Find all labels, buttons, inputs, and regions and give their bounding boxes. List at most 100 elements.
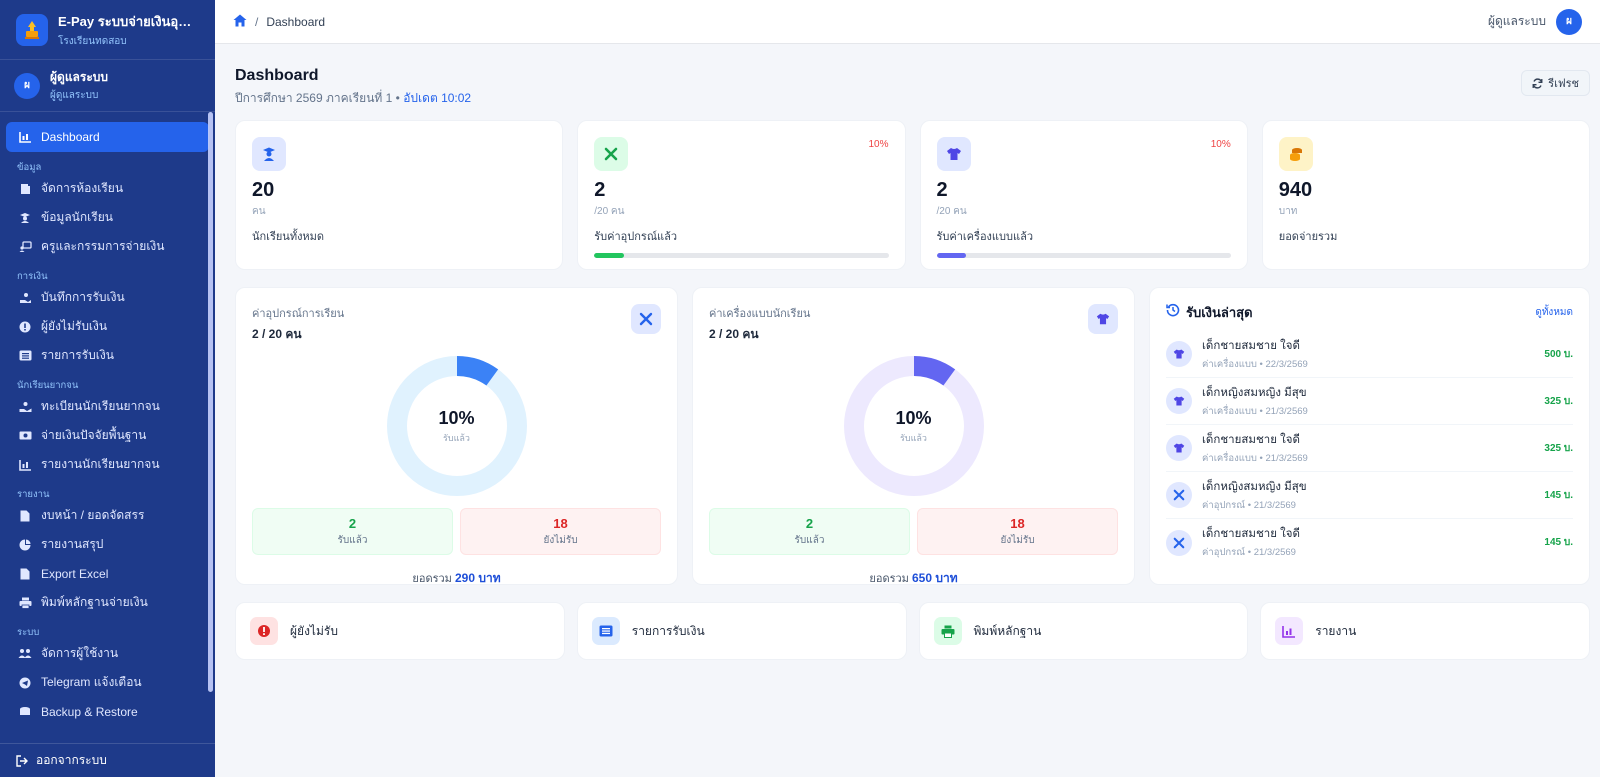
view-all-link[interactable]: ดูทั้งหมด bbox=[1535, 307, 1573, 318]
sidebar-item-summary[interactable]: รายงานสรุป bbox=[6, 530, 209, 559]
sidebar-item-not-received[interactable]: ผู้ยังไม่รับเงิน bbox=[6, 312, 209, 341]
card-title: ค่าอุปกรณ์การเรียน bbox=[252, 308, 345, 320]
list-item[interactable]: เด็กชายสมชาย ใจดี ค่าเครื่องแบบ • 21/3/2… bbox=[1166, 425, 1573, 472]
sidebar-item-poor-report[interactable]: รายงานนักเรียนยากจน bbox=[6, 450, 209, 479]
donut-chart: 10% รับแล้ว bbox=[386, 356, 527, 496]
quick-links: ผู้ยังไม่รับ รายการรับเงิน พิมพ์หลักฐาน … bbox=[235, 602, 1590, 660]
sidebar-item-budget[interactable]: งบหน้า / ยอดจัดสรร bbox=[6, 501, 209, 530]
printer-icon bbox=[933, 617, 962, 645]
sidebar-item-label: งบหน้า / ยอดจัดสรร bbox=[41, 508, 145, 522]
sidebar-item-students[interactable]: ข้อมูลนักเรียน bbox=[6, 203, 209, 232]
stat-card-total-paid[interactable]: 940 บาท ยอดจ่ายรวม bbox=[1261, 120, 1590, 270]
payment-meta: ค่าเครื่องแบบ • 22/3/2569 bbox=[1202, 358, 1308, 370]
tools-icon bbox=[594, 137, 629, 171]
received-count: 2 bbox=[348, 515, 357, 531]
sidebar-item-label: ผู้ยังไม่รับเงิน bbox=[41, 319, 108, 333]
breadcrumb: / Dashboard bbox=[233, 14, 325, 30]
history-icon bbox=[1166, 303, 1180, 322]
pie-chart-icon bbox=[18, 538, 32, 552]
sidebar-item-label: ครูและกรรมการจ่ายเงิน bbox=[41, 239, 165, 253]
updated-time: อัปเดต 10:02 bbox=[403, 91, 472, 105]
stat-percent: 10% bbox=[1210, 139, 1231, 150]
brand[interactable]: E-Pay ระบบจ่ายเงินอุดหนุ... โรงเรียนทดสอ… bbox=[0, 0, 215, 60]
nav-section-poor: นักเรียนยากจน bbox=[17, 380, 79, 391]
payment-amount: 145 บ. bbox=[1544, 489, 1573, 501]
list-item[interactable]: เด็กชายสมชาย ใจดี ค่าเครื่องแบบ • 22/3/2… bbox=[1166, 331, 1573, 378]
sidebar-item-label: Telegram แจ้งเตือน bbox=[41, 675, 142, 689]
avatar[interactable]: ผ bbox=[1556, 8, 1582, 35]
logout-icon bbox=[16, 754, 28, 767]
stat-label: นักเรียนทั้งหมด bbox=[252, 231, 325, 243]
sidebar-item-print[interactable]: พิมพ์หลักฐานจ่ายเงิน bbox=[6, 588, 209, 617]
stat-value: 20 bbox=[252, 179, 275, 201]
pending-label: ยังไม่รับ bbox=[543, 534, 578, 546]
page-subtitle: ปีการศึกษา 2569 ภาคเรียนที่ 1 • อัปเดต 1… bbox=[235, 89, 1590, 108]
stat-value: 2 bbox=[594, 179, 606, 201]
total-amount: ยอดรวม 650 บาท bbox=[709, 569, 1118, 588]
student-name: เด็กชายสมชาย ใจดี bbox=[1202, 339, 1300, 352]
sidebar-item-record-receive[interactable]: บันทึกการรับเงิน bbox=[6, 283, 209, 312]
sidebar-item-label: Dashboard bbox=[41, 130, 100, 144]
teacher-icon bbox=[18, 240, 32, 254]
list-item[interactable]: เด็กชายสมชาย ใจดี ค่าอุปกรณ์ • 21/3/2569… bbox=[1166, 519, 1573, 566]
sidebar-item-classrooms[interactable]: จัดการห้องเรียน bbox=[6, 174, 209, 203]
sidebar-item-poor-register[interactable]: ทะเบียนนักเรียนยากจน bbox=[6, 392, 209, 421]
logout-button[interactable]: ออกจากระบบ bbox=[0, 743, 215, 777]
list-item[interactable]: เด็กหญิงสมหญิง มีสุข ค่าเครื่องแบบ • 21/… bbox=[1166, 378, 1573, 425]
chart-icon bbox=[18, 458, 32, 472]
shirt-icon bbox=[1166, 435, 1192, 461]
quick-link-report[interactable]: รายงาน bbox=[1260, 602, 1590, 660]
summary-row: ค่าอุปกรณ์การเรียน 2 / 20 คน 10% รับแล้ว… bbox=[235, 287, 1590, 585]
sidebar-item-label: ทะเบียนนักเรียนยากจน bbox=[41, 399, 160, 413]
stat-card-students[interactable]: 20 คน นักเรียนทั้งหมด bbox=[235, 120, 564, 270]
quick-link-print[interactable]: พิมพ์หลักฐาน bbox=[918, 602, 1249, 660]
stat-label: รับค่าอุปกรณ์แล้ว bbox=[594, 231, 678, 243]
student-name: เด็กหญิงสมหญิง มีสุข bbox=[1202, 480, 1307, 493]
topbar-user[interactable]: ผู้ดูแลระบบ ผ bbox=[1488, 8, 1582, 35]
sidebar-item-telegram[interactable]: Telegram แจ้งเตือน bbox=[6, 668, 209, 697]
donut-percent: 10% bbox=[895, 407, 932, 428]
total-value: 650 บาท bbox=[911, 571, 958, 585]
chart-icon bbox=[18, 130, 32, 144]
recent-list: เด็กชายสมชาย ใจดี ค่าเครื่องแบบ • 22/3/2… bbox=[1166, 331, 1573, 566]
pending-label: ยังไม่รับ bbox=[1000, 534, 1035, 546]
sidebar-item-export[interactable]: Export Excel bbox=[6, 559, 209, 588]
recent-title: รับเงินล่าสุด bbox=[1186, 305, 1253, 320]
exclamation-circle-icon bbox=[18, 320, 32, 334]
sidebar-item-label: รายงานนักเรียนยากจน bbox=[41, 457, 160, 471]
list-icon bbox=[591, 617, 620, 645]
sidebar-item-backup[interactable]: Backup & Restore bbox=[6, 697, 209, 726]
stat-label: ยอดจ่ายรวม bbox=[1278, 231, 1338, 243]
breadcrumb-current: Dashboard bbox=[266, 14, 326, 29]
user-role: ผู้ดูแลระบบ bbox=[50, 90, 99, 101]
nav-section-report: รายงาน bbox=[17, 489, 50, 500]
list-item[interactable]: เด็กหญิงสมหญิง มีสุข ค่าอุปกรณ์ • 21/3/2… bbox=[1166, 472, 1573, 519]
count-boxes: 2 รับแล้ว 18 ยังไม่รับ bbox=[252, 508, 661, 555]
sidebar-item-committee[interactable]: ครูและกรรมการจ่ายเงิน bbox=[6, 232, 209, 261]
received-box: 2 รับแล้ว bbox=[709, 508, 910, 555]
sidebar-scrollbar[interactable] bbox=[208, 112, 213, 692]
payment-amount: 325 บ. bbox=[1544, 395, 1573, 407]
total-prefix: ยอดรวม bbox=[412, 573, 452, 585]
tools-icon bbox=[1166, 529, 1192, 556]
pending-count: 18 bbox=[553, 515, 568, 531]
sidebar-item-dashboard[interactable]: Dashboard bbox=[6, 122, 209, 152]
sidebar-item-poor-pay[interactable]: จ่ายเงินปัจจัยพื้นฐาน bbox=[6, 421, 209, 450]
stat-card-equipment[interactable]: 10% 2 /20 คน รับค่าอุปกรณ์แล้ว bbox=[577, 120, 906, 270]
quick-link-not-received[interactable]: ผู้ยังไม่รับ bbox=[235, 602, 565, 660]
stat-card-uniform[interactable]: 10% 2 /20 คน รับค่าเครื่องแบบแล้ว bbox=[919, 120, 1248, 270]
shirt-icon bbox=[1166, 341, 1192, 367]
home-icon[interactable] bbox=[233, 14, 247, 30]
list-icon bbox=[18, 349, 32, 363]
sidebar-item-label: รายงานสรุป bbox=[41, 537, 104, 551]
received-box: 2 รับแล้ว bbox=[252, 508, 453, 555]
hand-money-icon bbox=[18, 291, 32, 305]
refresh-icon bbox=[1532, 77, 1543, 89]
equipment-donut-card: ค่าอุปกรณ์การเรียน 2 / 20 คน 10% รับแล้ว… bbox=[235, 287, 678, 585]
stat-unit: /20 คน bbox=[594, 206, 625, 217]
sidebar-item-receive-list[interactable]: รายการรับเงิน bbox=[6, 341, 209, 370]
quick-link-receive-list[interactable]: รายการรับเงิน bbox=[576, 602, 907, 660]
stat-unit: คน bbox=[252, 206, 266, 217]
refresh-button[interactable]: รีเฟรช bbox=[1521, 70, 1590, 96]
sidebar-item-users[interactable]: จัดการผู้ใช้งาน bbox=[6, 639, 209, 668]
